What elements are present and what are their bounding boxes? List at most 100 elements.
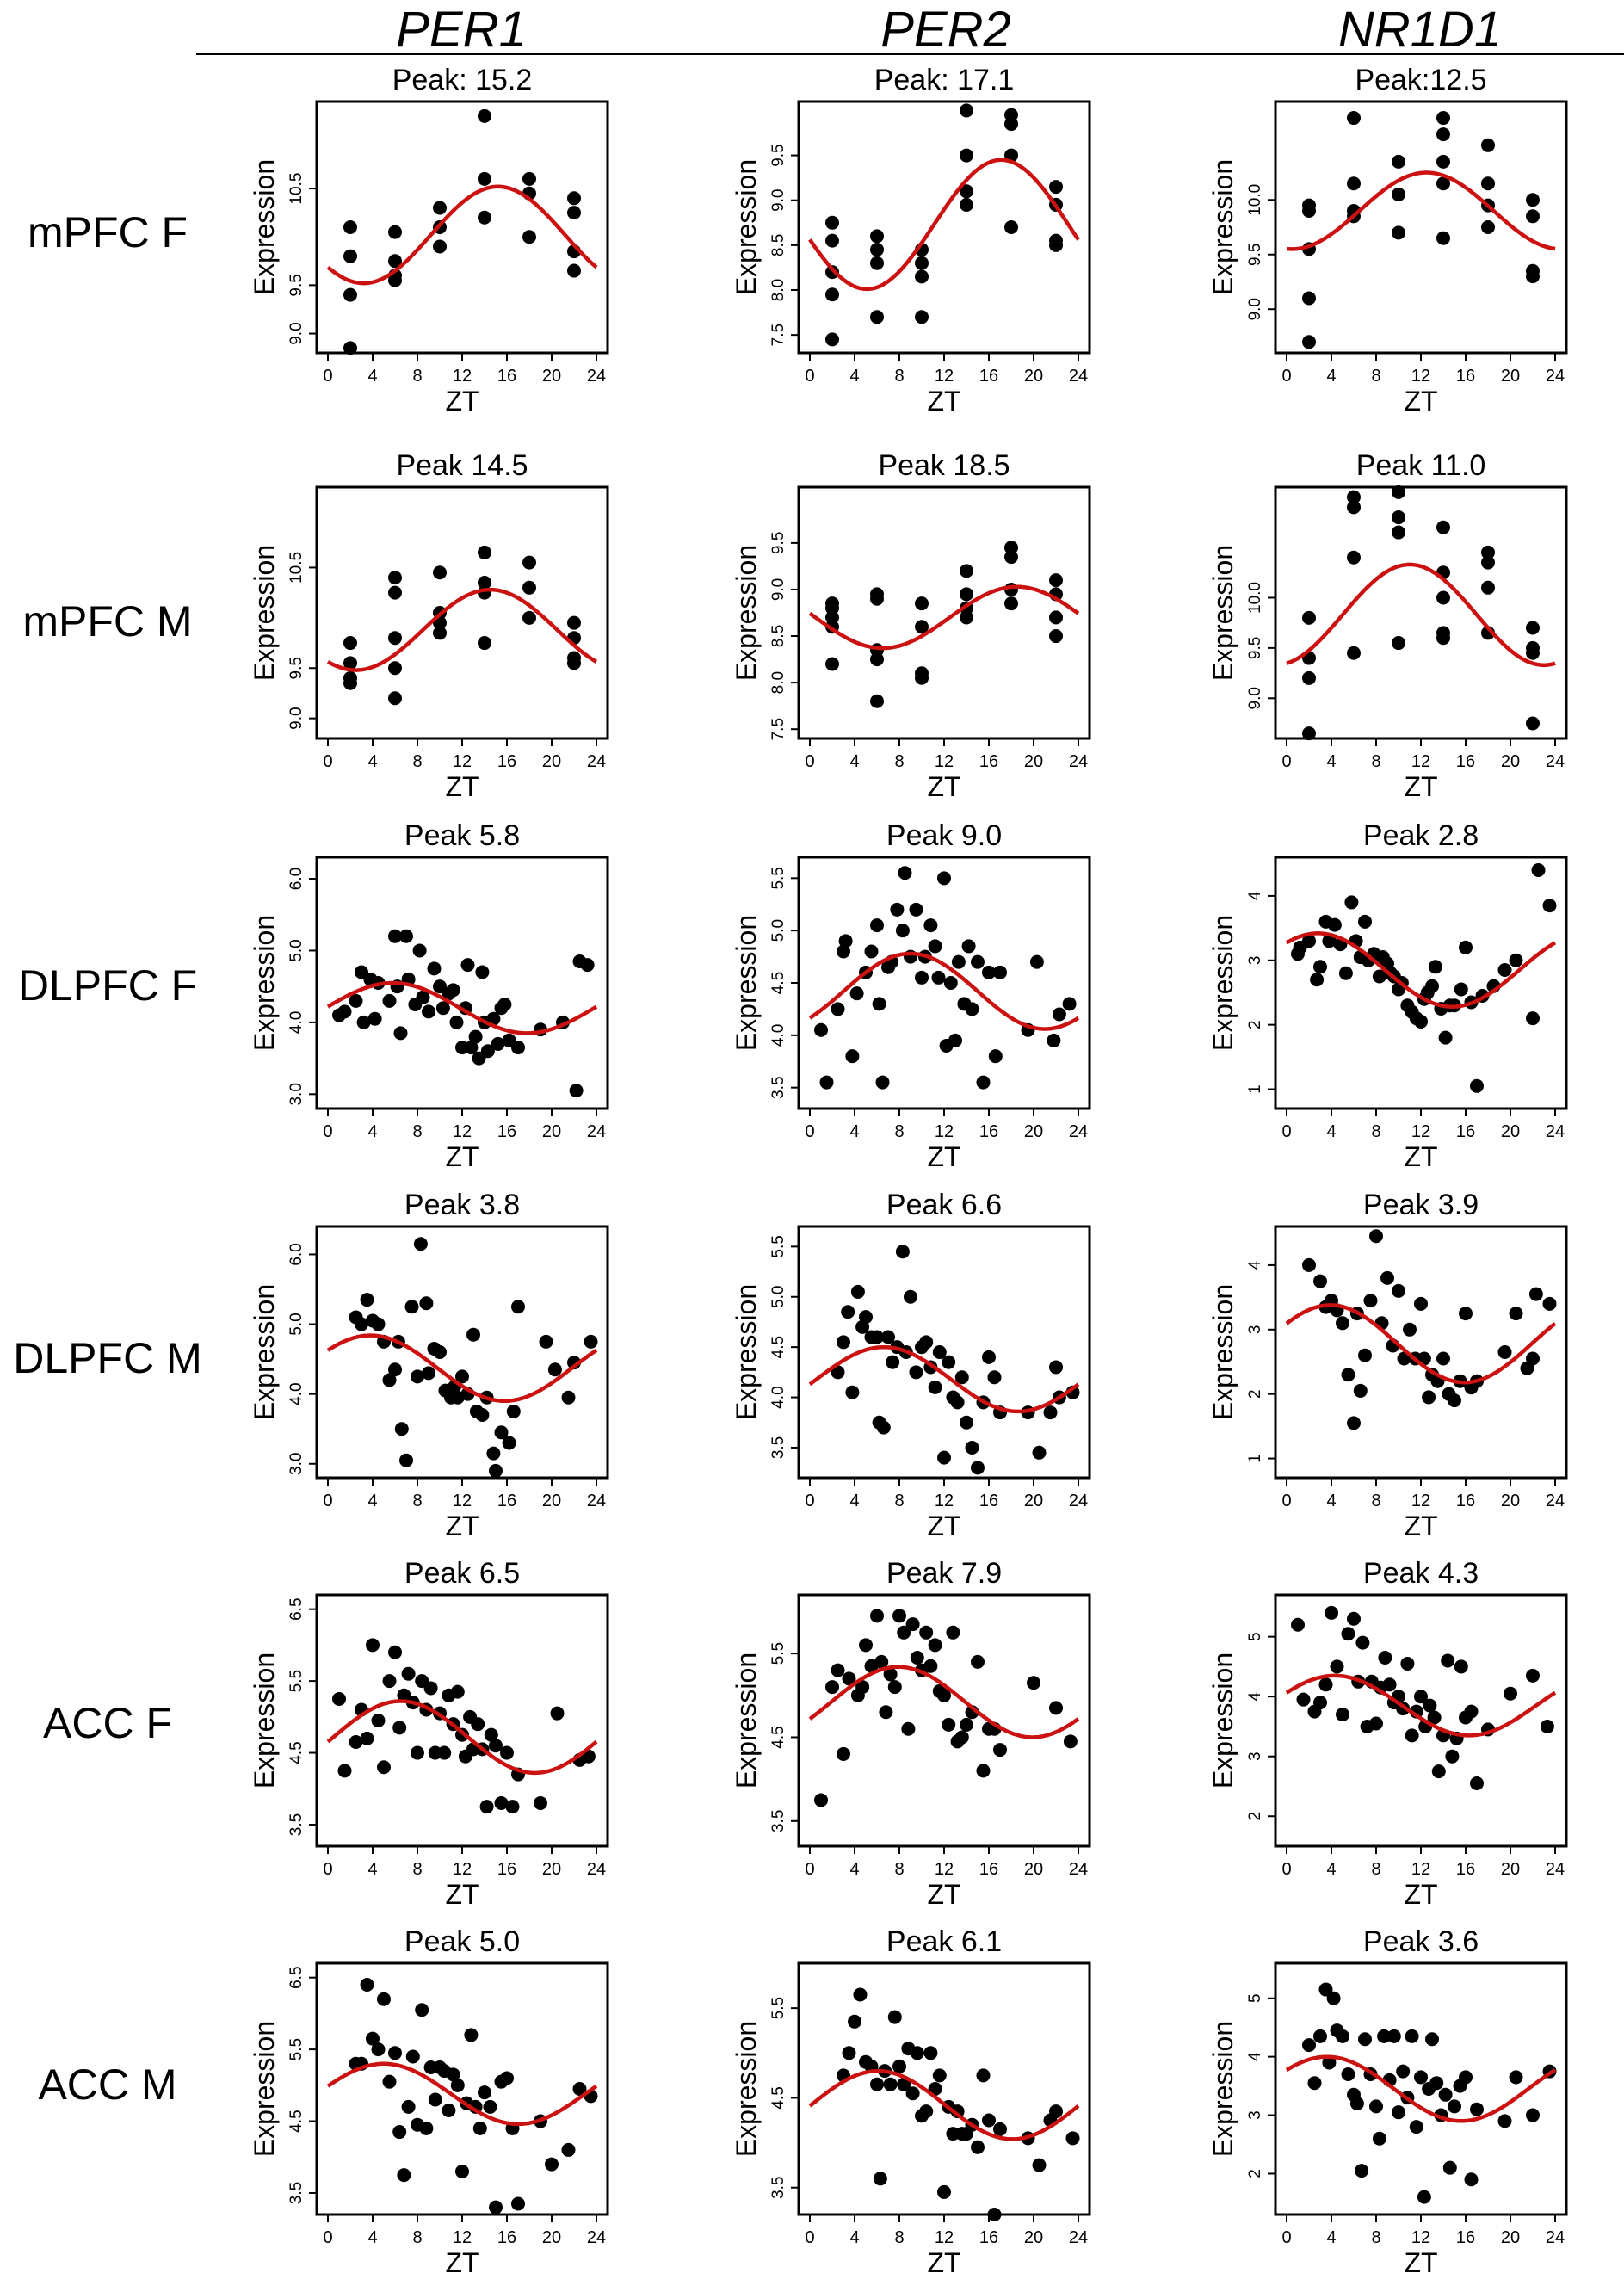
chart-5-0-data-point bbox=[392, 2125, 407, 2140]
chart-3-2-x-tick-label: 0 bbox=[1281, 1492, 1291, 1510]
chart-2-1-y-tick-label: 3.5 bbox=[769, 1076, 787, 1098]
chart-3-2-x-tick-label: 4 bbox=[1326, 1492, 1336, 1510]
chart-3-0-data-point bbox=[466, 1327, 480, 1342]
chart-1-1-data-point bbox=[870, 591, 884, 606]
chart-2-1-data-point bbox=[928, 939, 942, 954]
chart-5-2-data-point bbox=[1497, 2114, 1512, 2128]
chart-4-1-title: Peak 7.9 bbox=[886, 1557, 1002, 1590]
chart-4-2-data-point bbox=[1341, 1627, 1355, 1641]
chart-5-0-data-point bbox=[446, 2067, 460, 2082]
column-header-per2: PER2 bbox=[880, 2, 1011, 58]
chart-0-1-data-point bbox=[960, 184, 973, 199]
chart-4-1-y-tick-label: 3.5 bbox=[769, 1810, 787, 1832]
chart-0-0-data-point bbox=[567, 191, 581, 206]
chart-5-2-data-point bbox=[1318, 1982, 1333, 1997]
chart-0-0-x-tick-label: 8 bbox=[412, 367, 422, 386]
chart-3-0-y-tick-label: 6.0 bbox=[287, 1243, 306, 1265]
chart-3-2-x-tick-label: 16 bbox=[1456, 1492, 1475, 1510]
chart-1-2-data-point bbox=[1436, 520, 1450, 534]
chart-2-2-data-point bbox=[1425, 979, 1439, 993]
chart-5-1-data-point bbox=[870, 2077, 884, 2091]
chart-3-0-data-point bbox=[494, 1425, 509, 1440]
chart-1-2-x-axis-label: ZT bbox=[1404, 771, 1437, 802]
chart-3-1-data-point bbox=[909, 1365, 923, 1380]
chart-3-1-data-point bbox=[1043, 1405, 1058, 1420]
chart-1-2-data-point bbox=[1302, 610, 1316, 625]
chart-4-1-data-point bbox=[897, 1625, 911, 1640]
chart-4-2-data-point bbox=[1445, 1749, 1460, 1764]
chart-2-1-data-point bbox=[951, 954, 966, 969]
chart-4-1-data-point bbox=[892, 1609, 906, 1623]
chart-3-2-x-tick-label: 12 bbox=[1411, 1492, 1430, 1510]
chart-1-0-data-point bbox=[522, 555, 536, 570]
header-rule bbox=[196, 53, 1624, 55]
chart-2-1-data-point bbox=[895, 924, 910, 938]
chart-4-1-data-point bbox=[976, 1764, 991, 1778]
chart-2-1-data-point bbox=[870, 918, 884, 933]
chart-1-0-x-tick-label: 0 bbox=[323, 752, 332, 771]
chart-1-0-data-point bbox=[343, 676, 357, 690]
chart-2-1-data-point bbox=[976, 1075, 991, 1090]
chart-3-0-x-tick-label: 8 bbox=[412, 1492, 422, 1510]
chart-5-0-data-point bbox=[397, 2168, 411, 2183]
chart-4-1-data-point bbox=[814, 1793, 828, 1807]
chart-3-0-x-tick-label: 4 bbox=[367, 1492, 377, 1510]
chart-1-1-y-tick-label: 9.5 bbox=[769, 532, 787, 554]
chart-2-0-data-point bbox=[460, 958, 475, 973]
chart-1-2-y-axis-label: Expression bbox=[1207, 545, 1238, 681]
chart-4-0-x-tick-label: 0 bbox=[323, 1860, 332, 1879]
chart-3-2-data-point bbox=[1363, 1294, 1378, 1308]
chart-4-0-plot-frame bbox=[315, 1593, 609, 1848]
chart-4-1-data-point bbox=[831, 1663, 845, 1677]
chart-4-0-y-tick-label: 4.5 bbox=[287, 1741, 306, 1764]
chart-5-1-data-point bbox=[883, 2077, 898, 2091]
chart-3-1-x-tick-label: 20 bbox=[1024, 1492, 1043, 1510]
chart-1-1-fit-curve bbox=[808, 584, 1080, 651]
chart-3-1-x-tick-label: 0 bbox=[805, 1492, 814, 1510]
chart-2-0-y-tick-label: 5.0 bbox=[287, 939, 306, 961]
chart-0-0-x-axis-label: ZT bbox=[445, 386, 479, 417]
chart-0-1-data-point bbox=[960, 148, 973, 163]
chart-0-0-data-point bbox=[522, 230, 536, 244]
chart-4-2-data-point bbox=[1427, 1710, 1442, 1725]
chart-1-2-data-point bbox=[1526, 621, 1540, 635]
chart-3-2-fit-curve bbox=[1285, 1303, 1557, 1385]
chart-2-0-x-tick-label: 8 bbox=[412, 1122, 422, 1141]
chart-2-2-data-point bbox=[1344, 895, 1359, 910]
chart-2-0-data-point bbox=[449, 1015, 464, 1029]
chart-2-1-x-tick-label: 16 bbox=[979, 1122, 998, 1141]
chart-5-2-y-tick-label: 5 bbox=[1246, 1993, 1264, 2003]
chart-4-0-x-tick-label: 4 bbox=[367, 1860, 377, 1879]
chart-3-1-data-point bbox=[960, 1415, 973, 1430]
chart-5-2-data-point bbox=[1448, 2099, 1461, 2114]
chart-3-0-data-point bbox=[355, 1317, 368, 1331]
chart-5-1-data-point bbox=[910, 2046, 924, 2060]
chart-3-0-data-point bbox=[413, 1237, 428, 1251]
chart-5-0-data-point bbox=[371, 2042, 386, 2057]
chart-1-0-x-tick-label: 8 bbox=[412, 752, 422, 771]
chart-1-2-fit-curve bbox=[1286, 562, 1556, 667]
chart-5-0-data-point bbox=[500, 2071, 514, 2085]
chart-4-1-x-tick-label: 24 bbox=[1069, 1860, 1088, 1879]
chart-5-1-y-tick-label: 5.5 bbox=[769, 1997, 787, 2019]
chart-5-1-data-point bbox=[887, 2010, 902, 2024]
chart-0-0-data-point bbox=[478, 171, 491, 186]
chart-4-2-y-tick-label: 5 bbox=[1246, 1632, 1264, 1641]
chart-5-2-data-point bbox=[1358, 2032, 1372, 2047]
chart-3-1-data-point bbox=[954, 1370, 969, 1385]
chart-0-1-x-tick-label: 16 bbox=[979, 367, 998, 386]
row-label-acc-m: ACC M bbox=[38, 2060, 177, 2109]
chart-3-2-title: Peak 3.9 bbox=[1363, 1189, 1479, 1221]
chart-0-0-data-point bbox=[343, 249, 357, 263]
chart-0-1-x-tick-label: 4 bbox=[849, 367, 859, 386]
chart-5-2-data-point bbox=[1417, 2190, 1431, 2204]
chart-0-2-fit-curve bbox=[1286, 170, 1556, 251]
chart-4-0-y-tick-label: 6.5 bbox=[287, 1597, 306, 1620]
chart-1-0-data-point bbox=[388, 661, 402, 676]
chart-5-2-x-tick-label: 0 bbox=[1281, 2228, 1291, 2247]
chart-3-2-data-point bbox=[1422, 1390, 1436, 1405]
chart-0-0-data-point bbox=[567, 206, 581, 220]
chart-5-2-x-tick-label: 12 bbox=[1411, 2228, 1430, 2247]
chart-5-2-data-point bbox=[1302, 2038, 1316, 2053]
chart-2-2-data-point bbox=[1438, 1030, 1453, 1045]
